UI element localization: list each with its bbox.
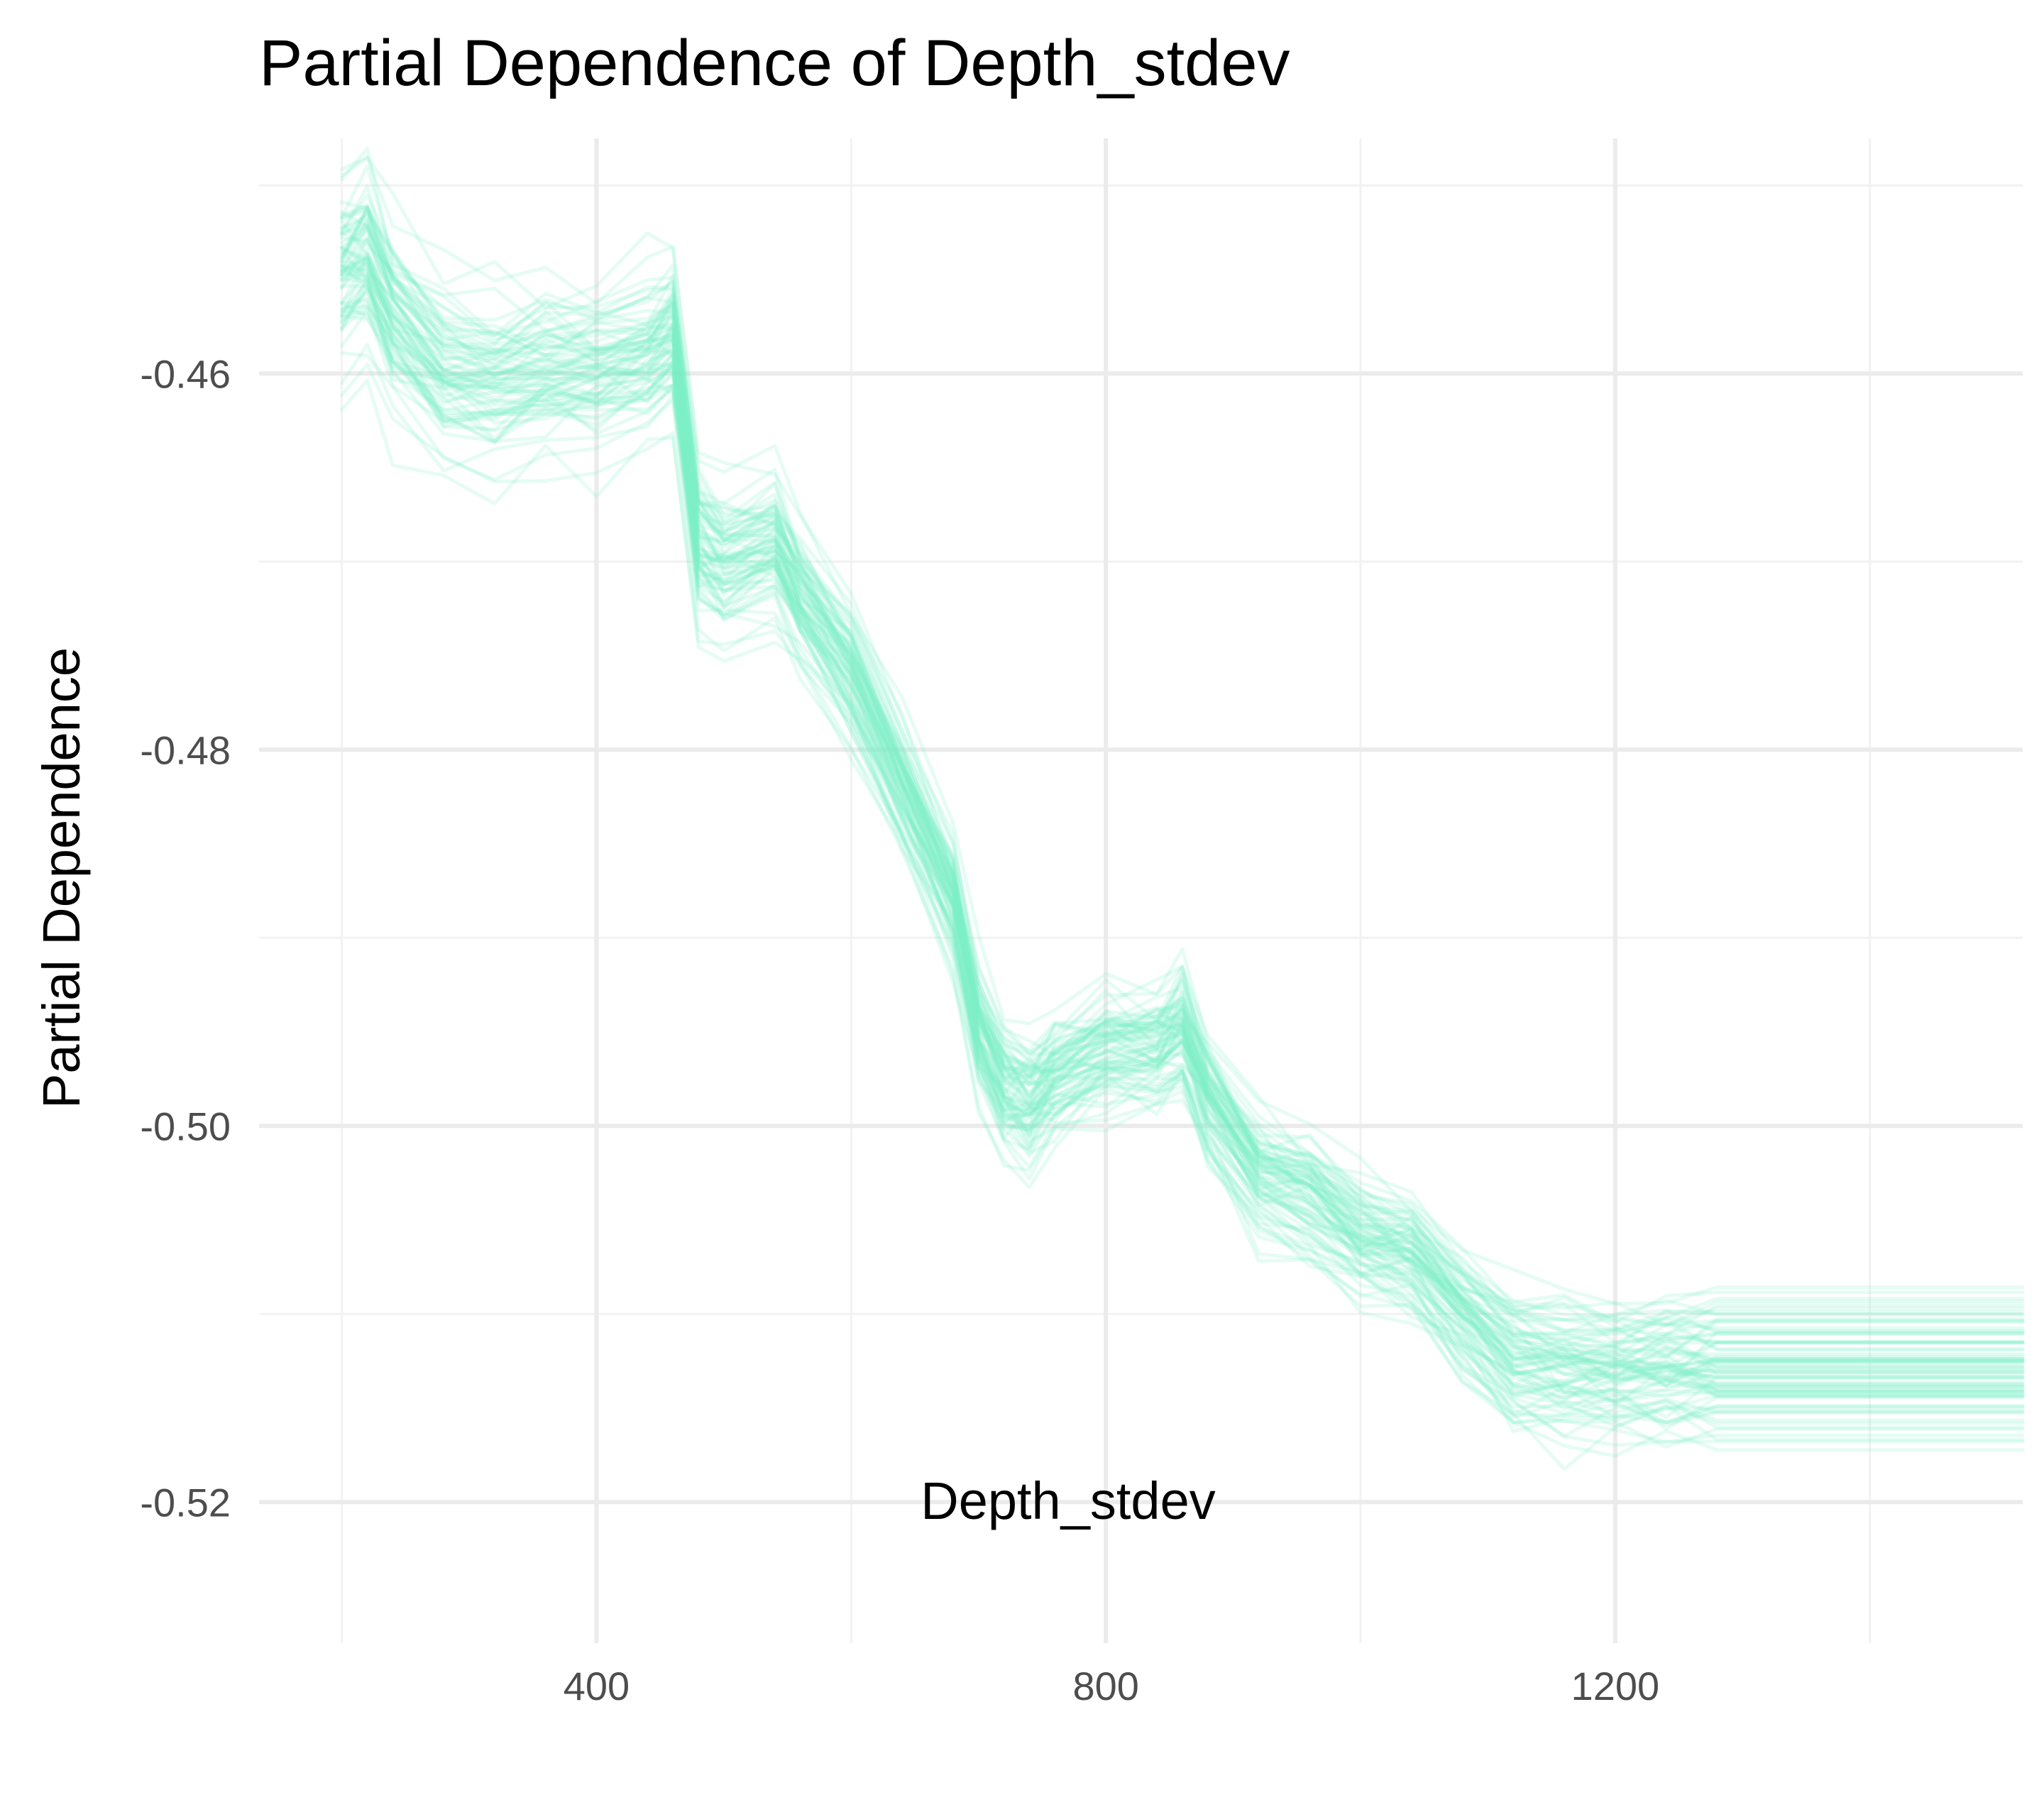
ice-curves	[340, 146, 2025, 1471]
x-tick-label: 400	[564, 1664, 630, 1708]
ice-curve	[340, 343, 2025, 1343]
ice-curve	[340, 286, 2025, 1358]
ice-curve	[340, 226, 2025, 1384]
ice-curve	[340, 273, 2025, 1306]
ice-curve	[340, 155, 2025, 1327]
ice-curve	[340, 246, 2025, 1399]
ice-curve	[340, 219, 2025, 1362]
ice-curve	[340, 264, 2025, 1379]
ice-curve	[340, 224, 2025, 1394]
ice-curve	[340, 220, 2025, 1378]
grid	[259, 138, 2023, 1643]
ice-curve	[340, 314, 2025, 1403]
ice-curve	[340, 260, 2025, 1370]
ice-curve	[340, 262, 2025, 1359]
ice-curve	[340, 297, 2025, 1411]
ice-curve	[340, 291, 2025, 1328]
ice-curve	[340, 230, 2025, 1425]
ice-curve	[340, 146, 2025, 1388]
y-tick-label: -0.52	[140, 1480, 231, 1525]
ice-curve	[340, 193, 2025, 1327]
ice-curve	[340, 267, 2025, 1395]
ice-curve	[340, 271, 2025, 1351]
ice-curve	[340, 204, 2025, 1349]
ice-curve	[340, 237, 2025, 1399]
ice-curve	[340, 210, 2025, 1382]
ice-curve	[340, 264, 2025, 1424]
y-axis-title: Partial Dependence	[32, 647, 91, 1109]
ice-curve	[340, 351, 2025, 1434]
x-axis-title: Depth_stdev	[921, 1471, 1216, 1530]
ice-curve	[340, 221, 2025, 1345]
ice-curve	[340, 238, 2025, 1420]
ice-curve	[340, 251, 2025, 1400]
ice-curve	[340, 265, 2025, 1388]
ice-curve	[340, 236, 2025, 1397]
ice-curve	[340, 214, 2025, 1380]
ice-curve	[340, 275, 2025, 1336]
ice-curve	[340, 247, 2025, 1388]
ice-curve	[340, 204, 2025, 1356]
ice-curve	[340, 301, 2025, 1429]
ice-curve	[340, 203, 2025, 1419]
ice-curve	[340, 309, 2025, 1439]
ice-curve	[340, 218, 2025, 1458]
ice-curve	[340, 235, 2025, 1334]
x-tick-label: 1200	[1571, 1664, 1660, 1708]
ice-curve	[340, 256, 2025, 1399]
ice-curve	[340, 246, 2025, 1361]
ice-curve	[340, 225, 2025, 1351]
ice-curve	[340, 253, 2025, 1431]
ice-curve	[340, 304, 2025, 1363]
ice-curve	[340, 378, 2025, 1405]
ice-curve	[340, 278, 2025, 1380]
ice-curve	[340, 280, 2025, 1471]
ice-curve	[340, 256, 2025, 1363]
ice-curve	[340, 298, 2025, 1386]
ice-curve	[340, 288, 2025, 1368]
ice-curve	[340, 269, 2025, 1420]
ice-curve	[340, 206, 2025, 1393]
y-axis-ticks: -0.52 -0.50 -0.48 -0.46	[140, 351, 231, 1525]
ice-curve	[340, 212, 2025, 1386]
ice-curve	[340, 155, 2025, 1393]
ice-curve	[340, 301, 2025, 1324]
ice-curve	[340, 206, 2025, 1382]
x-axis-ticks: 400 800 1200	[564, 1664, 1659, 1708]
ice-curve	[340, 263, 2025, 1370]
ice-curve	[340, 209, 2025, 1427]
ice-curve	[340, 285, 2025, 1388]
ice-curve	[340, 256, 2025, 1447]
ice-curve	[340, 363, 2025, 1424]
ice-curve	[340, 200, 2025, 1383]
y-tick-label: -0.48	[140, 728, 231, 772]
ice-curve	[340, 273, 2025, 1425]
ice-curve	[340, 304, 2025, 1380]
ice-curve	[340, 225, 2025, 1387]
ice-curve	[340, 209, 2025, 1403]
y-tick-label: -0.50	[140, 1104, 231, 1148]
ice-curve	[340, 284, 2025, 1449]
chart-title: Partial Dependence of Depth_stdev	[259, 27, 1290, 99]
ice-curve	[340, 253, 2025, 1403]
ice-curve	[340, 205, 2025, 1366]
y-tick-label: -0.46	[140, 351, 231, 396]
ice-curve	[340, 164, 2025, 1379]
x-tick-label: 800	[1072, 1664, 1138, 1708]
ice-curve	[340, 256, 2025, 1388]
ice-curve	[340, 278, 2025, 1407]
ice-curve	[340, 184, 2025, 1322]
ice-curve	[340, 307, 2025, 1376]
ice-curve	[340, 249, 2025, 1332]
ice-curve	[340, 231, 2025, 1344]
ice-curve	[340, 265, 2025, 1345]
ice-curve	[340, 308, 2025, 1349]
ice-curve	[340, 217, 2025, 1390]
ice-curve	[340, 246, 2025, 1444]
